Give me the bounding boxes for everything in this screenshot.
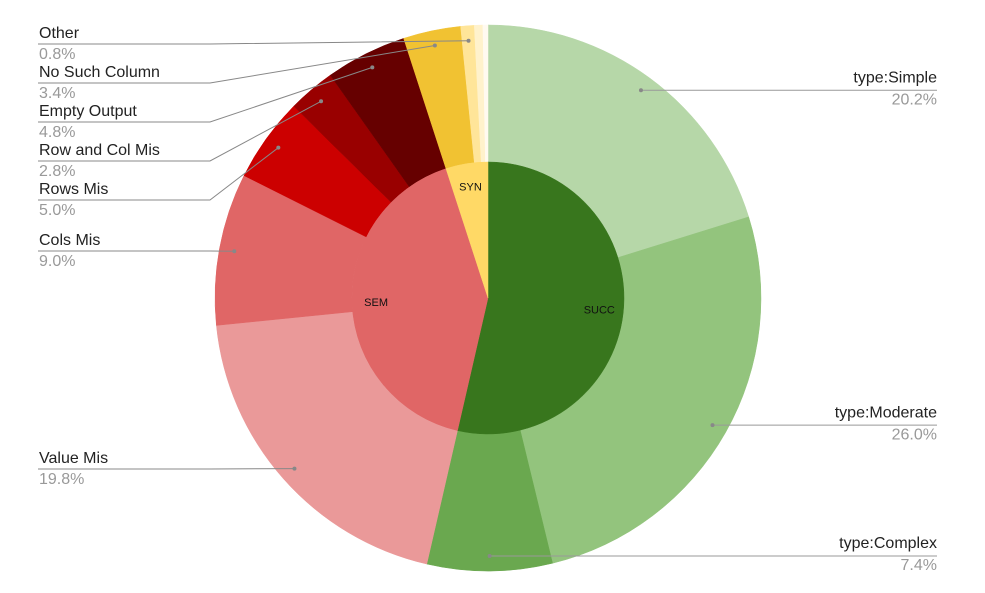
slice-label: Rows Mis: [39, 181, 108, 198]
inner-label: SUCC: [584, 305, 615, 317]
inner-slice: [445, 161, 489, 299]
slice-percent: 5.0%: [39, 202, 75, 219]
leader-dot: [466, 38, 471, 43]
leader-dot: [292, 466, 297, 471]
leader-dot: [432, 43, 437, 48]
slice-percent: 26.0%: [892, 426, 937, 443]
inner-label: SEM: [364, 297, 388, 309]
slice-percent: 3.4%: [39, 85, 75, 102]
leader-line: [38, 40, 469, 45]
slice-percent: 19.8%: [39, 471, 84, 488]
slice-percent: 2.8%: [39, 163, 75, 180]
slice-percent: 0.8%: [39, 46, 75, 63]
slice-label: No Such Column: [39, 64, 160, 81]
slice-label: Row and Col Mis: [39, 142, 160, 159]
leader-dot: [638, 88, 643, 93]
leader-dot: [487, 553, 492, 558]
inner-slice: [351, 168, 489, 431]
leader-dot: [710, 423, 715, 428]
leader-dot: [370, 65, 375, 70]
leader-line: [38, 45, 435, 84]
leader-line: [38, 66, 373, 123]
slice-percent: 9.0%: [39, 253, 75, 270]
leader-line: [38, 147, 279, 201]
slice-percent: 7.4%: [901, 557, 937, 574]
slice-label: Cols Mis: [39, 232, 100, 249]
slice-label: Value Mis: [39, 450, 108, 467]
inner-slice: [457, 161, 625, 435]
leader-dot: [276, 145, 281, 150]
inner-label: SYN: [459, 181, 482, 193]
slice-label: Empty Output: [39, 103, 137, 120]
slice-label: type:Moderate: [835, 404, 937, 421]
slice-percent: 20.2%: [892, 91, 937, 108]
leader-dot: [319, 99, 324, 104]
leader-dot: [232, 249, 237, 254]
slice-label: Other: [39, 25, 80, 42]
slice-label: type:Simple: [853, 69, 937, 86]
leader-line: [38, 100, 322, 162]
slice-label: type:Complex: [839, 535, 937, 552]
slice-percent: 4.8%: [39, 124, 75, 141]
